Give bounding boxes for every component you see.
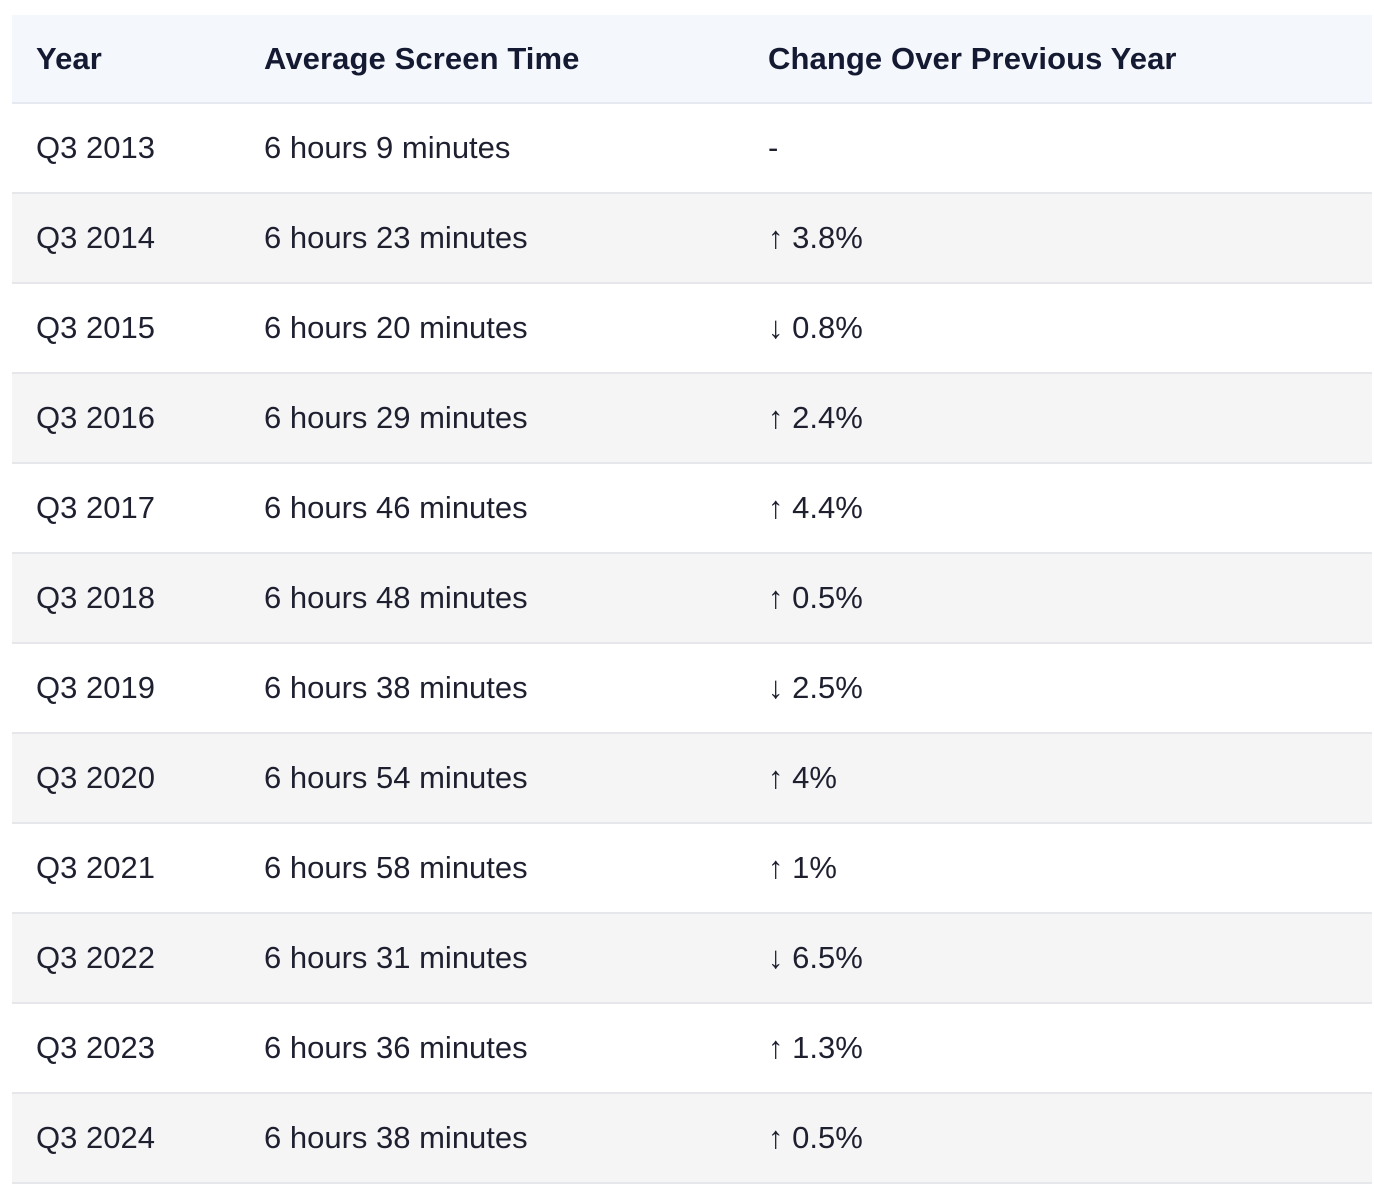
screen-time-table: Year Average Screen Time Change Over Pre… bbox=[12, 15, 1372, 1184]
table-row: Q3 2016 6 hours 29 minutes ↑ 2.4% bbox=[12, 373, 1372, 464]
table-row: Q3 2015 6 hours 20 minutes ↓ 0.8% bbox=[12, 283, 1372, 374]
table-row: Q3 2017 6 hours 46 minutes ↑ 4.4% bbox=[12, 463, 1372, 554]
cell-screen-time: 6 hours 58 minutes bbox=[240, 823, 744, 914]
cell-year: Q3 2023 bbox=[12, 1003, 240, 1094]
cell-year: Q3 2016 bbox=[12, 373, 240, 464]
table-row: Q3 2014 6 hours 23 minutes ↑ 3.8% bbox=[12, 193, 1372, 284]
cell-change: ↑ 2.4% bbox=[744, 373, 1372, 464]
cell-change: ↑ 0.5% bbox=[744, 1093, 1372, 1184]
table-row: Q3 2023 6 hours 36 minutes ↑ 1.3% bbox=[12, 1003, 1372, 1094]
cell-change: ↓ 0.8% bbox=[744, 283, 1372, 374]
cell-year: Q3 2024 bbox=[12, 1093, 240, 1184]
column-header-average-screen-time: Average Screen Time bbox=[240, 15, 744, 104]
cell-change: ↓ 2.5% bbox=[744, 643, 1372, 734]
table-row: Q3 2013 6 hours 9 minutes - bbox=[12, 103, 1372, 194]
cell-year: Q3 2021 bbox=[12, 823, 240, 914]
cell-year: Q3 2013 bbox=[12, 103, 240, 194]
table-row: Q3 2018 6 hours 48 minutes ↑ 0.5% bbox=[12, 553, 1372, 644]
screen-time-table-container: Year Average Screen Time Change Over Pre… bbox=[12, 15, 1372, 1184]
table-row: Q3 2020 6 hours 54 minutes ↑ 4% bbox=[12, 733, 1372, 824]
cell-screen-time: 6 hours 48 minutes bbox=[240, 553, 744, 644]
cell-year: Q3 2014 bbox=[12, 193, 240, 284]
cell-screen-time: 6 hours 36 minutes bbox=[240, 1003, 744, 1094]
cell-screen-time: 6 hours 46 minutes bbox=[240, 463, 744, 554]
cell-year: Q3 2018 bbox=[12, 553, 240, 644]
column-header-change: Change Over Previous Year bbox=[744, 15, 1372, 104]
table-header: Year Average Screen Time Change Over Pre… bbox=[12, 15, 1372, 104]
cell-change: ↑ 1.3% bbox=[744, 1003, 1372, 1094]
cell-screen-time: 6 hours 31 minutes bbox=[240, 913, 744, 1004]
cell-screen-time: 6 hours 38 minutes bbox=[240, 1093, 744, 1184]
header-row: Year Average Screen Time Change Over Pre… bbox=[12, 15, 1372, 104]
table-body: Q3 2013 6 hours 9 minutes - Q3 2014 6 ho… bbox=[12, 103, 1372, 1184]
cell-year: Q3 2022 bbox=[12, 913, 240, 1004]
column-header-year: Year bbox=[12, 15, 240, 104]
cell-change: - bbox=[744, 103, 1372, 194]
table-row: Q3 2024 6 hours 38 minutes ↑ 0.5% bbox=[12, 1093, 1372, 1184]
table-row: Q3 2021 6 hours 58 minutes ↑ 1% bbox=[12, 823, 1372, 914]
cell-change: ↑ 4% bbox=[744, 733, 1372, 824]
cell-change: ↑ 1% bbox=[744, 823, 1372, 914]
cell-change: ↑ 4.4% bbox=[744, 463, 1372, 554]
cell-screen-time: 6 hours 9 minutes bbox=[240, 103, 744, 194]
cell-screen-time: 6 hours 38 minutes bbox=[240, 643, 744, 734]
cell-screen-time: 6 hours 20 minutes bbox=[240, 283, 744, 374]
cell-change: ↑ 0.5% bbox=[744, 553, 1372, 644]
table-row: Q3 2019 6 hours 38 minutes ↓ 2.5% bbox=[12, 643, 1372, 734]
cell-year: Q3 2020 bbox=[12, 733, 240, 824]
cell-screen-time: 6 hours 23 minutes bbox=[240, 193, 744, 284]
table-row: Q3 2022 6 hours 31 minutes ↓ 6.5% bbox=[12, 913, 1372, 1004]
cell-year: Q3 2017 bbox=[12, 463, 240, 554]
cell-year: Q3 2015 bbox=[12, 283, 240, 374]
cell-screen-time: 6 hours 29 minutes bbox=[240, 373, 744, 464]
cell-screen-time: 6 hours 54 minutes bbox=[240, 733, 744, 824]
cell-year: Q3 2019 bbox=[12, 643, 240, 734]
cell-change: ↑ 3.8% bbox=[744, 193, 1372, 284]
cell-change: ↓ 6.5% bbox=[744, 913, 1372, 1004]
